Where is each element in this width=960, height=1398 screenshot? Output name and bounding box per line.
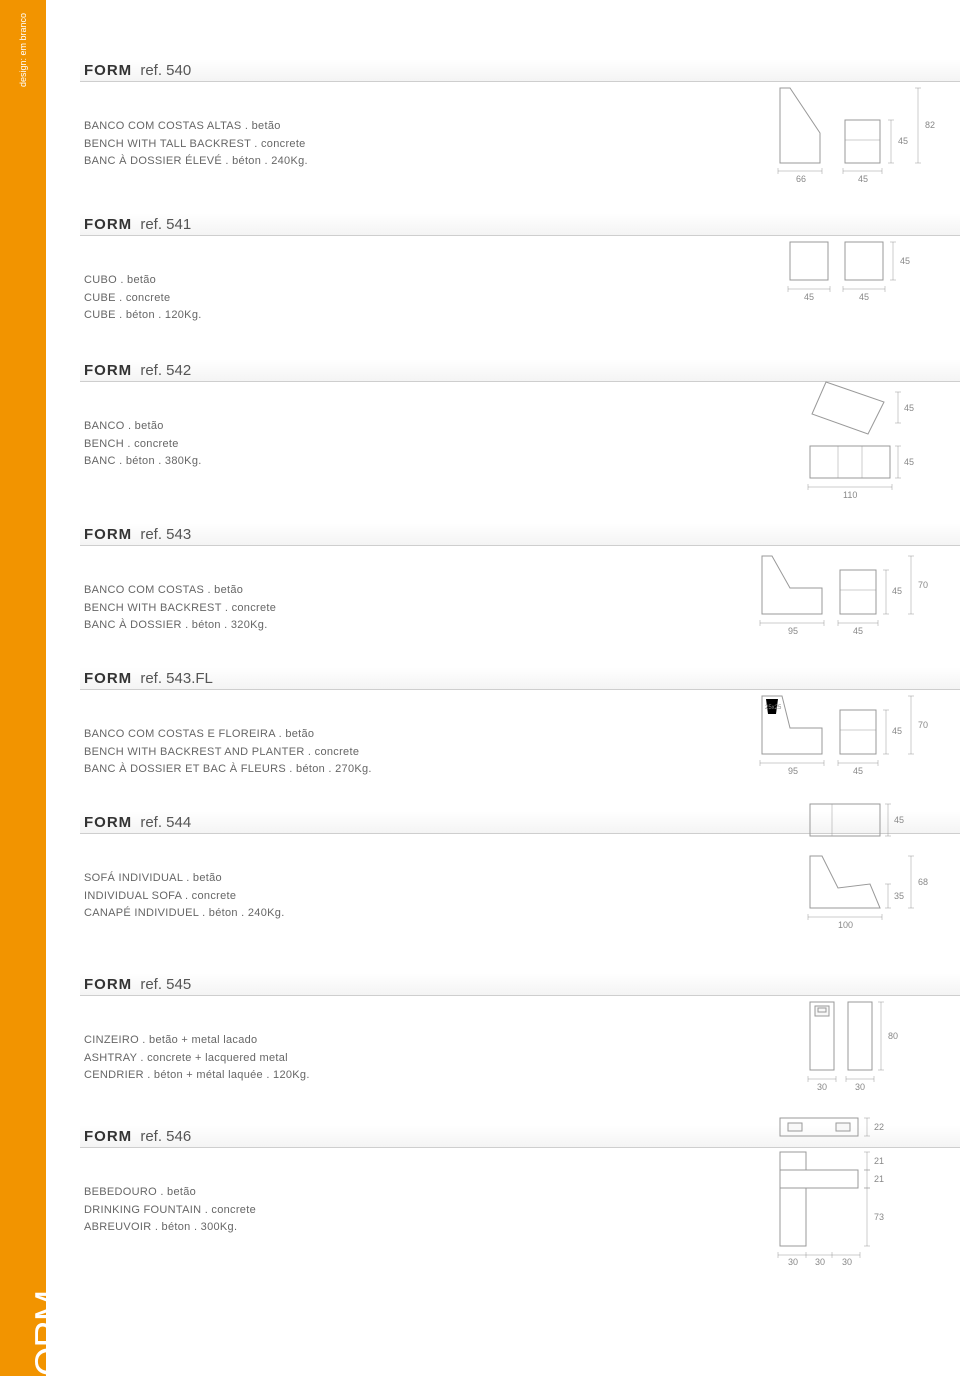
svg-text:68: 68 <box>918 877 928 887</box>
svg-text:73: 73 <box>874 1212 884 1222</box>
ref-label: ref. 544 <box>140 814 191 831</box>
svg-text:45: 45 <box>904 457 914 467</box>
ref-label: ref. 543 <box>140 526 191 543</box>
svg-text:45: 45 <box>894 815 904 825</box>
svg-text:45: 45 <box>804 292 814 302</box>
svg-text:45: 45 <box>898 136 908 146</box>
diagram: 95 45 45 70 <box>750 546 940 636</box>
svg-text:30: 30 <box>788 1257 798 1265</box>
svg-text:21: 21 <box>874 1156 884 1166</box>
svg-text:110: 110 <box>843 490 857 500</box>
svg-text:70: 70 <box>918 580 928 590</box>
product-title: FORM ref. 543.FL <box>84 670 960 687</box>
svg-text:45: 45 <box>853 766 863 776</box>
diagram: 66 45 45 82 <box>760 78 940 188</box>
svg-text:80: 80 <box>888 1031 898 1041</box>
ref-label: ref. 540 <box>140 62 191 79</box>
form-label: FORM <box>84 976 132 993</box>
svg-text:45: 45 <box>892 586 902 596</box>
svg-text:35: 35 <box>894 891 904 901</box>
ref-label: ref. 546 <box>140 1128 191 1145</box>
title-bar: FORM ref. 545 <box>80 964 960 996</box>
product-title: FORM ref. 545 <box>84 976 960 993</box>
diagram: 25x25 95 45 45 70 <box>750 686 940 776</box>
svg-text:30: 30 <box>842 1257 852 1265</box>
svg-text:21: 21 <box>874 1174 884 1184</box>
svg-text:25x25: 25x25 <box>765 705 782 711</box>
svg-text:82: 82 <box>925 120 935 130</box>
svg-text:95: 95 <box>788 626 798 636</box>
svg-text:30: 30 <box>815 1257 825 1265</box>
sidebar: design: em branco FORM <box>0 0 46 1376</box>
svg-text:30: 30 <box>855 1082 865 1092</box>
svg-text:45: 45 <box>900 256 910 266</box>
svg-text:70: 70 <box>918 720 928 730</box>
side-top-text: design: em branco <box>18 13 28 87</box>
svg-text:45: 45 <box>892 726 902 736</box>
diagram: 45 45 45 <box>760 232 940 317</box>
diagram: 45 35 68 100 <box>750 796 940 941</box>
svg-text:45: 45 <box>858 174 868 184</box>
diagram: 45 45 110 <box>760 374 940 504</box>
svg-text:45: 45 <box>859 292 869 302</box>
product-title: FORM ref. 543 <box>84 526 960 543</box>
product-title: FORM ref. 540 <box>84 62 960 79</box>
form-label: FORM <box>84 526 132 543</box>
diagram: 80 30 30 <box>760 994 940 1104</box>
form-label: FORM <box>84 62 132 79</box>
form-label: FORM <box>84 670 132 687</box>
form-label: FORM <box>84 814 132 831</box>
side-bottom-text: FORM <box>28 1291 71 1398</box>
ref-label: ref. 545 <box>140 976 191 993</box>
ref-label: ref. 542 <box>140 362 191 379</box>
title-bar: FORM ref. 543 <box>80 514 960 546</box>
form-label: FORM <box>84 216 132 233</box>
ref-label: ref. 543.FL <box>140 670 213 687</box>
form-label: FORM <box>84 1128 132 1145</box>
svg-text:45: 45 <box>853 626 863 636</box>
diagram: 22 21 21 73 30 30 30 <box>740 1110 940 1265</box>
svg-text:95: 95 <box>788 766 798 776</box>
svg-text:66: 66 <box>796 174 806 184</box>
ref-label: ref. 541 <box>140 216 191 233</box>
svg-text:30: 30 <box>817 1082 827 1092</box>
svg-text:22: 22 <box>874 1122 884 1132</box>
product-title: FORM ref. 541 <box>84 216 960 233</box>
content: FORM ref. 540 BANCO COM COSTAS ALTAS . b… <box>80 0 960 1142</box>
svg-text:100: 100 <box>838 920 853 930</box>
svg-text:45: 45 <box>904 403 914 413</box>
form-label: FORM <box>84 362 132 379</box>
